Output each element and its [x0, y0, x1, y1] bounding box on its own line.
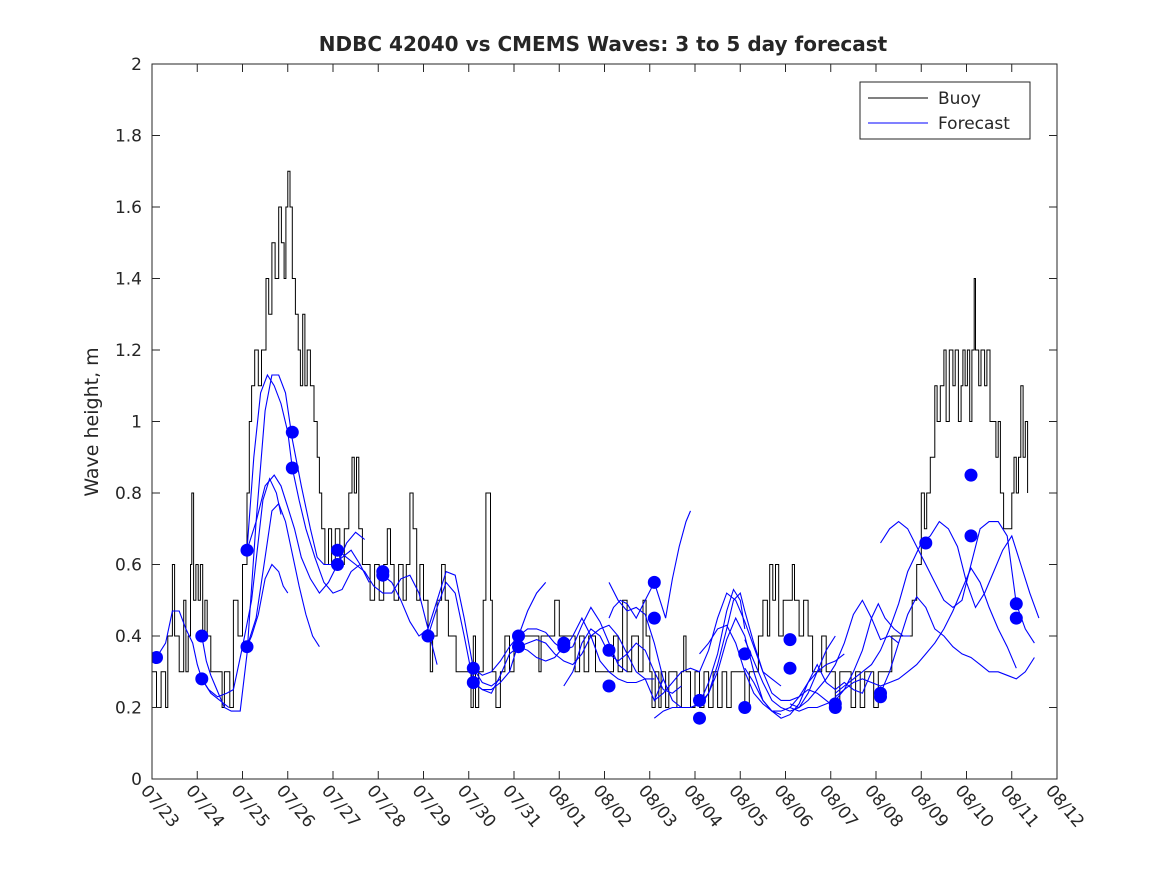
forecast-line-20: [653, 616, 782, 719]
x-tick-label: 08/01: [543, 781, 590, 831]
legend-box: [859, 81, 1031, 140]
forecast-marker-34: [964, 468, 978, 482]
legend: Buoy Forecast: [859, 81, 1031, 140]
forecast-marker-19: [602, 643, 616, 657]
y-tick-label: 2: [131, 55, 142, 75]
forecast-marker-28: [783, 661, 797, 675]
x-tick-label: 07/23: [136, 781, 183, 831]
y-tick-label: 1.6: [115, 198, 142, 218]
forecast-marker-3: [195, 672, 209, 686]
forecast-marker-36: [1009, 597, 1023, 611]
forecast-line-14: [518, 624, 655, 680]
x-tick-label: 07/25: [227, 781, 274, 831]
legend-label-forecast: Forecast: [938, 114, 1010, 134]
forecast-marker-33: [919, 536, 933, 550]
y-tick-label: 0.2: [115, 699, 142, 719]
forecast-marker-24: [693, 711, 706, 725]
forecast-line-28: [834, 566, 1017, 698]
forecast-marker-5: [240, 640, 254, 654]
forecast-line-7: [246, 502, 320, 647]
y-tick-label: 1.8: [115, 127, 142, 147]
forecast-line-22: [699, 591, 836, 708]
y-tick-label: 1.2: [115, 341, 142, 361]
forecast-line-27: [834, 520, 1040, 694]
forecast-marker-12: [421, 629, 435, 643]
forecast-marker-1: [152, 651, 163, 664]
y-axis-label-group: Wave height, m: [81, 347, 103, 496]
forecast-marker-18: [557, 640, 571, 654]
x-tick-label: 08/07: [815, 781, 862, 831]
forecast-marker-9: [331, 558, 344, 571]
chart-title: NDBC 42040 vs CMEMS Waves: 3 to 5 day fo…: [319, 32, 888, 56]
x-tick-label: 08/08: [860, 781, 907, 831]
forecast-line-9: [382, 570, 501, 687]
plot-area: [152, 64, 1057, 779]
forecast-line-13: [518, 606, 628, 673]
x-tick-label: 07/29: [408, 781, 455, 831]
forecast-marker-27: [783, 633, 797, 647]
x-tick-label: 08/06: [770, 781, 817, 831]
forecast-marker-4: [240, 543, 254, 557]
forecast-line-1: [156, 610, 230, 708]
forecast-line-2: [201, 374, 361, 712]
forecast-marker-26: [738, 701, 752, 714]
x-tick-label: 08/11: [996, 781, 1043, 831]
forecast-line-30: [879, 595, 1035, 694]
y-tick-label: 0.8: [115, 484, 142, 504]
x-tick-label: 08/12: [1041, 781, 1088, 831]
x-tick-label: 08/04: [679, 781, 726, 831]
forecast-marker-23: [693, 693, 706, 707]
forecast-marker-16: [512, 640, 525, 654]
x-tick-label: 07/24: [181, 781, 228, 831]
buoy-series-line: [152, 170, 1029, 708]
forecast-line-16: [563, 628, 682, 694]
forecast-marker-8: [331, 543, 344, 557]
forecast-marker-13: [466, 661, 480, 675]
x-tick-label: 07/28: [362, 781, 409, 831]
y-tick-label: 0.4: [115, 627, 142, 647]
forecast-line-5: [246, 563, 289, 647]
forecast-marker-37: [1009, 611, 1023, 625]
x-tick-label: 08/09: [905, 781, 952, 831]
forecast-marker-15: [512, 629, 525, 643]
x-tick-label: 08/10: [951, 781, 998, 831]
forecast-marker-20: [602, 679, 616, 693]
forecast-line-23: [744, 635, 836, 712]
forecast-marker-32: [874, 690, 887, 704]
x-tick-label: 07/30: [453, 781, 500, 831]
forecast-line-25: [789, 599, 899, 709]
forecast-marker-35: [964, 529, 978, 543]
forecast-line-8: [337, 549, 438, 665]
y-tick-label: 0.6: [115, 556, 142, 576]
forecast-line-15: [563, 616, 664, 702]
forecast-marker-22: [647, 611, 661, 625]
forecast-line-29: [880, 520, 1035, 644]
forecast-line-4: [246, 373, 370, 594]
forecast-line-11: [472, 582, 547, 676]
y-tick-label: 1.4: [115, 270, 142, 290]
plot-background: [152, 64, 1057, 779]
forecast-marker-6: [285, 425, 299, 439]
forecast-marker-7: [285, 461, 299, 475]
y-tick-label: 0: [131, 770, 142, 790]
x-tick-label: 07/27: [317, 781, 364, 831]
x-tick-label: 08/03: [634, 781, 681, 831]
forecast-line-24: [744, 663, 873, 719]
x-tick-label: 07/31: [498, 781, 545, 831]
forecast-marker-14: [466, 676, 480, 689]
y-axis-label: Wave height, m: [81, 347, 103, 496]
data-series-group: [152, 170, 1040, 725]
forecast-marker-21: [647, 575, 661, 589]
forecast-marker-2: [195, 629, 209, 643]
forecast-marker-25: [738, 647, 752, 661]
forecast-marker-11: [376, 568, 390, 582]
y-tick-label: 1: [131, 413, 142, 433]
x-tick-label: 08/02: [589, 781, 636, 831]
legend-label-buoy: Buoy: [938, 89, 981, 109]
x-tick-label: 07/26: [272, 781, 319, 831]
x-tick-label: 08/05: [724, 781, 771, 831]
forecast-marker-30: [828, 701, 842, 714]
